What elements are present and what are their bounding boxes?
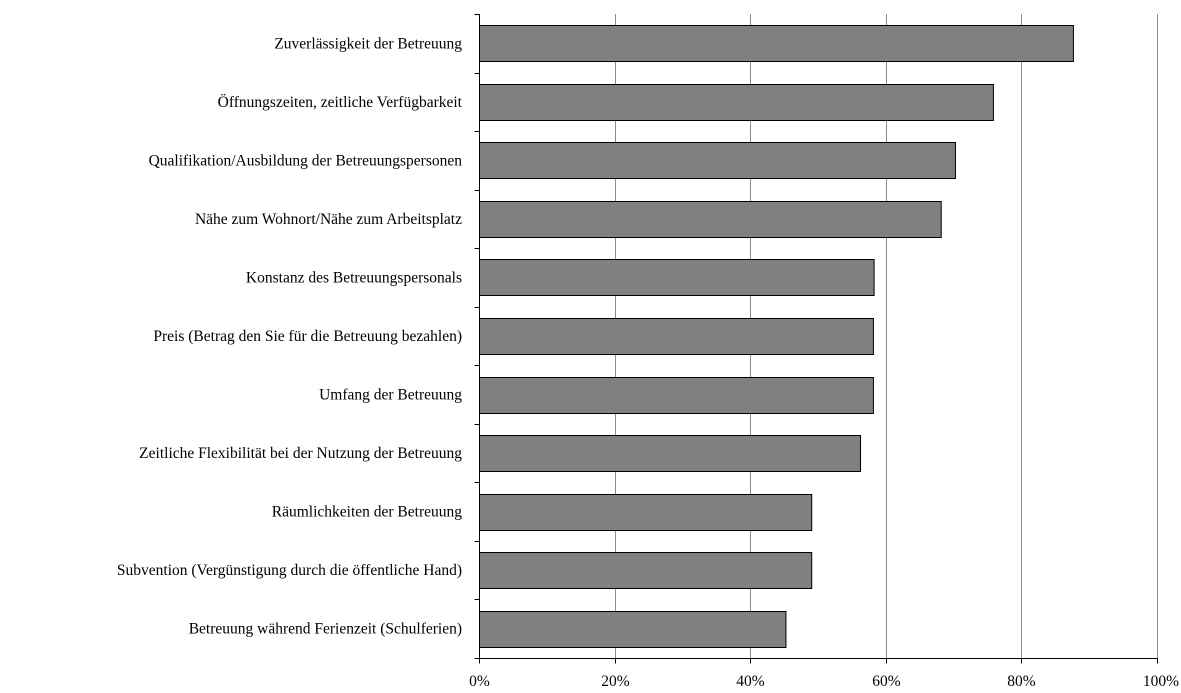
category-label-6: Umfang der Betreuung [319, 387, 462, 404]
bar-0 [479, 25, 1074, 62]
category-label-0: Zuverlässigkeit der Betreuung [274, 35, 462, 52]
bar-1 [479, 84, 994, 121]
bar-9 [479, 552, 813, 589]
bar-8 [479, 494, 813, 531]
x-tick-label-2: 40% [736, 673, 765, 690]
category-label-3: Nähe zum Wohnort/Nähe zum Arbeitsplatz [195, 211, 462, 228]
bars [479, 25, 1074, 648]
bar-10 [479, 611, 787, 648]
axes [474, 14, 1158, 664]
bar-6 [479, 377, 874, 414]
category-label-5: Preis (Betrag den Sie für die Betreuung … [153, 328, 462, 345]
x-tick-label-3: 60% [872, 673, 901, 690]
x-tick-label-4: 80% [1007, 673, 1036, 690]
bar-2 [479, 142, 956, 179]
category-label-10: Betreuung während Ferienzeit (Schulferie… [189, 621, 462, 638]
category-label-8: Räumlichkeiten der Betreuung [272, 504, 462, 521]
bar-3 [479, 201, 942, 238]
x-tick-labels: 0% 20% 40% 60% 80% 100% [469, 673, 1179, 690]
x-tick-label-5: 100% [1143, 673, 1179, 690]
bar-4 [479, 259, 875, 296]
x-tick-label-1: 20% [601, 673, 630, 690]
bar-5 [479, 318, 874, 355]
gridlines [615, 14, 1158, 658]
category-label-1: Öffnungszeiten, zeitliche Verfügbarkeit [218, 94, 463, 111]
x-tick-label-0: 0% [469, 673, 490, 690]
category-label-7: Zeitliche Flexibilität bei der Nutzung d… [139, 445, 462, 462]
category-label-2: Qualifikation/Ausbildung der Betreuungsp… [149, 152, 463, 169]
category-labels: Zuverlässigkeit der Betreuung Öffnungszei… [117, 35, 463, 637]
bar-7 [479, 435, 862, 472]
category-label-4: Konstanz des Betreuungspersonals [246, 269, 462, 286]
category-label-9: Subvention (Vergünstigung durch die öffe… [117, 562, 462, 579]
